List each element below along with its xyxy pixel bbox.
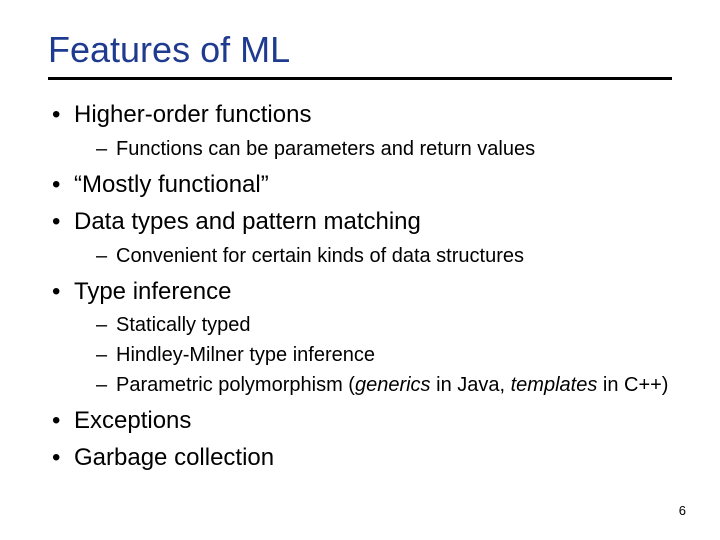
bullet-text: “Mostly functional”: [74, 171, 269, 198]
bullet-type-inference: Type inference Statically typed Hindley-…: [48, 275, 672, 401]
bullet-text: Garbage collection: [74, 444, 274, 471]
bullet-text: Exceptions: [74, 407, 191, 434]
italic-templates: templates: [511, 374, 598, 396]
bullet-text: Higher-order functions: [74, 101, 311, 128]
sublist: Functions can be parameters and return v…: [74, 135, 672, 164]
subbullet-statically-typed: Statically typed: [74, 311, 672, 340]
subbullet-text: Statically typed: [116, 314, 251, 336]
subbullet-text: in Java,: [431, 374, 511, 396]
subbullet-parametric-poly: Parametric polymorphism (generics in Jav…: [74, 371, 672, 400]
subbullet-hindley-milner: Hindley-Milner type inference: [74, 341, 672, 370]
bullet-garbage-collection: Garbage collection: [48, 441, 672, 476]
bullet-exceptions: Exceptions: [48, 404, 672, 439]
subbullet-convenient-ds: Convenient for certain kinds of data str…: [74, 242, 672, 271]
subbullet-functions-params: Functions can be parameters and return v…: [74, 135, 672, 164]
subbullet-text: in C++): [597, 374, 668, 396]
subbullet-text: Hindley-Milner type inference: [116, 344, 375, 366]
slide-title: Features of ML: [48, 28, 672, 71]
subbullet-text: Convenient for certain kinds of data str…: [116, 245, 524, 267]
bullet-data-types: Data types and pattern matching Convenie…: [48, 205, 672, 271]
sublist: Statically typed Hindley-Milner type inf…: [74, 311, 672, 400]
bullet-mostly-functional: “Mostly functional”: [48, 168, 672, 203]
bullet-higher-order: Higher-order functions Functions can be …: [48, 98, 672, 164]
subbullet-text: Functions can be parameters and return v…: [116, 138, 535, 160]
bullet-list: Higher-order functions Functions can be …: [48, 98, 672, 476]
subbullet-text: Parametric polymorphism (: [116, 374, 355, 396]
italic-generics: generics: [355, 374, 431, 396]
title-underline: [48, 77, 672, 80]
sublist: Convenient for certain kinds of data str…: [74, 242, 672, 271]
bullet-text: Data types and pattern matching: [74, 208, 421, 235]
bullet-text: Type inference: [74, 278, 231, 305]
page-number: 6: [679, 503, 686, 518]
slide: Features of ML Higher-order functions Fu…: [0, 0, 720, 540]
